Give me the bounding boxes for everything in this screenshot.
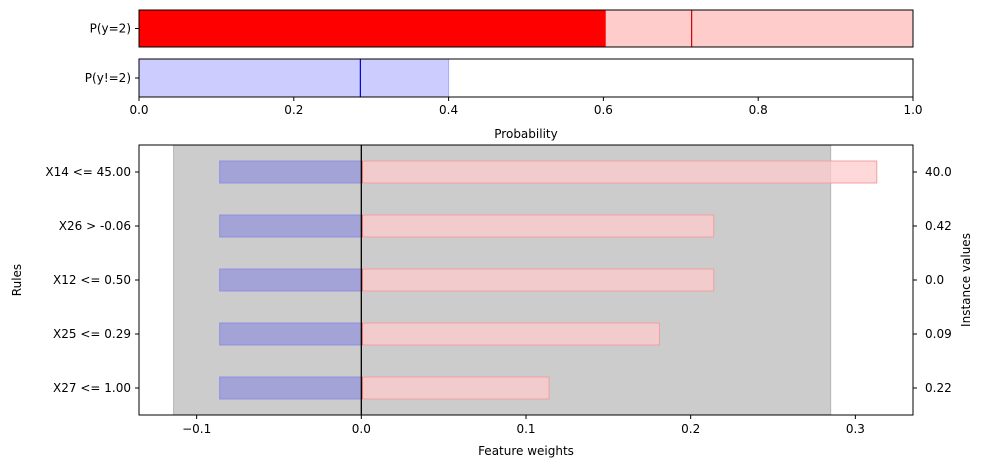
rules-axis-label: Rules xyxy=(10,264,24,296)
weights-x-tick-label: 0.3 xyxy=(846,422,865,436)
probability-x-tick-label: 0.2 xyxy=(284,103,303,117)
probability-axis-label: Probability xyxy=(494,127,557,141)
rule-row: X12 <= 0.50 0.0 xyxy=(53,268,944,292)
weights-x-tick-label: 0.0 xyxy=(352,422,371,436)
probability-x-tick-label: 1.0 xyxy=(903,103,922,117)
probability-x-tick-label: 0.4 xyxy=(439,103,458,117)
rule-positive-weight-bar xyxy=(360,214,715,238)
probability-x-tick-label: 0.8 xyxy=(749,103,768,117)
rule-label: X27 <= 1.00 xyxy=(53,381,131,395)
probability-row-label: P(y!=2) xyxy=(85,71,131,85)
rule-negative-weight-bar xyxy=(219,160,362,184)
rule-label: X26 > -0.06 xyxy=(59,219,131,233)
rule-positive-weight-bar xyxy=(360,268,715,292)
probability-bar xyxy=(139,10,606,47)
rule-row: X25 <= 0.29 0.09 xyxy=(53,322,952,346)
rule-negative-weight-bar xyxy=(219,214,362,238)
rule-negative-weight-bar xyxy=(219,268,362,292)
probability-x-tick-label: 0.0 xyxy=(129,103,148,117)
rule-negative-weight-bar xyxy=(219,376,362,400)
weights-x-tick-label: −0.1 xyxy=(182,422,211,436)
probability-interval-band xyxy=(138,58,450,98)
weights-x-tick-label: 0.1 xyxy=(516,422,535,436)
probability-row-label: P(y=2) xyxy=(90,22,131,36)
weights-x-tick-label: 0.2 xyxy=(681,422,700,436)
rule-row: X26 > -0.06 0.42 xyxy=(59,214,952,238)
rule-label: X25 <= 0.29 xyxy=(53,327,131,341)
rule-positive-weight-bar xyxy=(360,376,550,400)
instance-value-label: 40.0 xyxy=(925,165,952,179)
rule-row: X27 <= 1.00 0.22 xyxy=(53,376,952,400)
probability-row: P(y!=2) xyxy=(85,58,914,98)
rule-row: X14 <= 45.00 40.0 xyxy=(45,160,952,184)
instance-values-axis-label: Instance values xyxy=(959,233,973,327)
instance-value-label: 0.0 xyxy=(925,273,944,287)
rule-positive-weight-bar xyxy=(360,322,660,346)
probability-panel: P(y=2) P(y!=2) 0.0 0.2 0.4 0.6 0.8 1.0 xyxy=(85,9,923,117)
feature-weights-axis-label: Feature weights xyxy=(478,444,574,458)
instance-value-label: 0.09 xyxy=(925,327,952,341)
probability-row: P(y=2) xyxy=(90,9,914,48)
rule-negative-weight-bar xyxy=(219,322,362,346)
probability-x-tick-label: 0.6 xyxy=(594,103,613,117)
rule-positive-weight-bar xyxy=(360,160,878,184)
rule-label: X12 <= 0.50 xyxy=(53,273,131,287)
instance-value-label: 0.42 xyxy=(925,219,952,233)
instance-value-label: 0.22 xyxy=(925,381,952,395)
feature-weights-panel: X14 <= 45.00 40.0 X26 > -0.06 0.42 X12 <= 0.… xyxy=(45,144,952,436)
rule-label: X14 <= 45.00 xyxy=(45,165,131,179)
